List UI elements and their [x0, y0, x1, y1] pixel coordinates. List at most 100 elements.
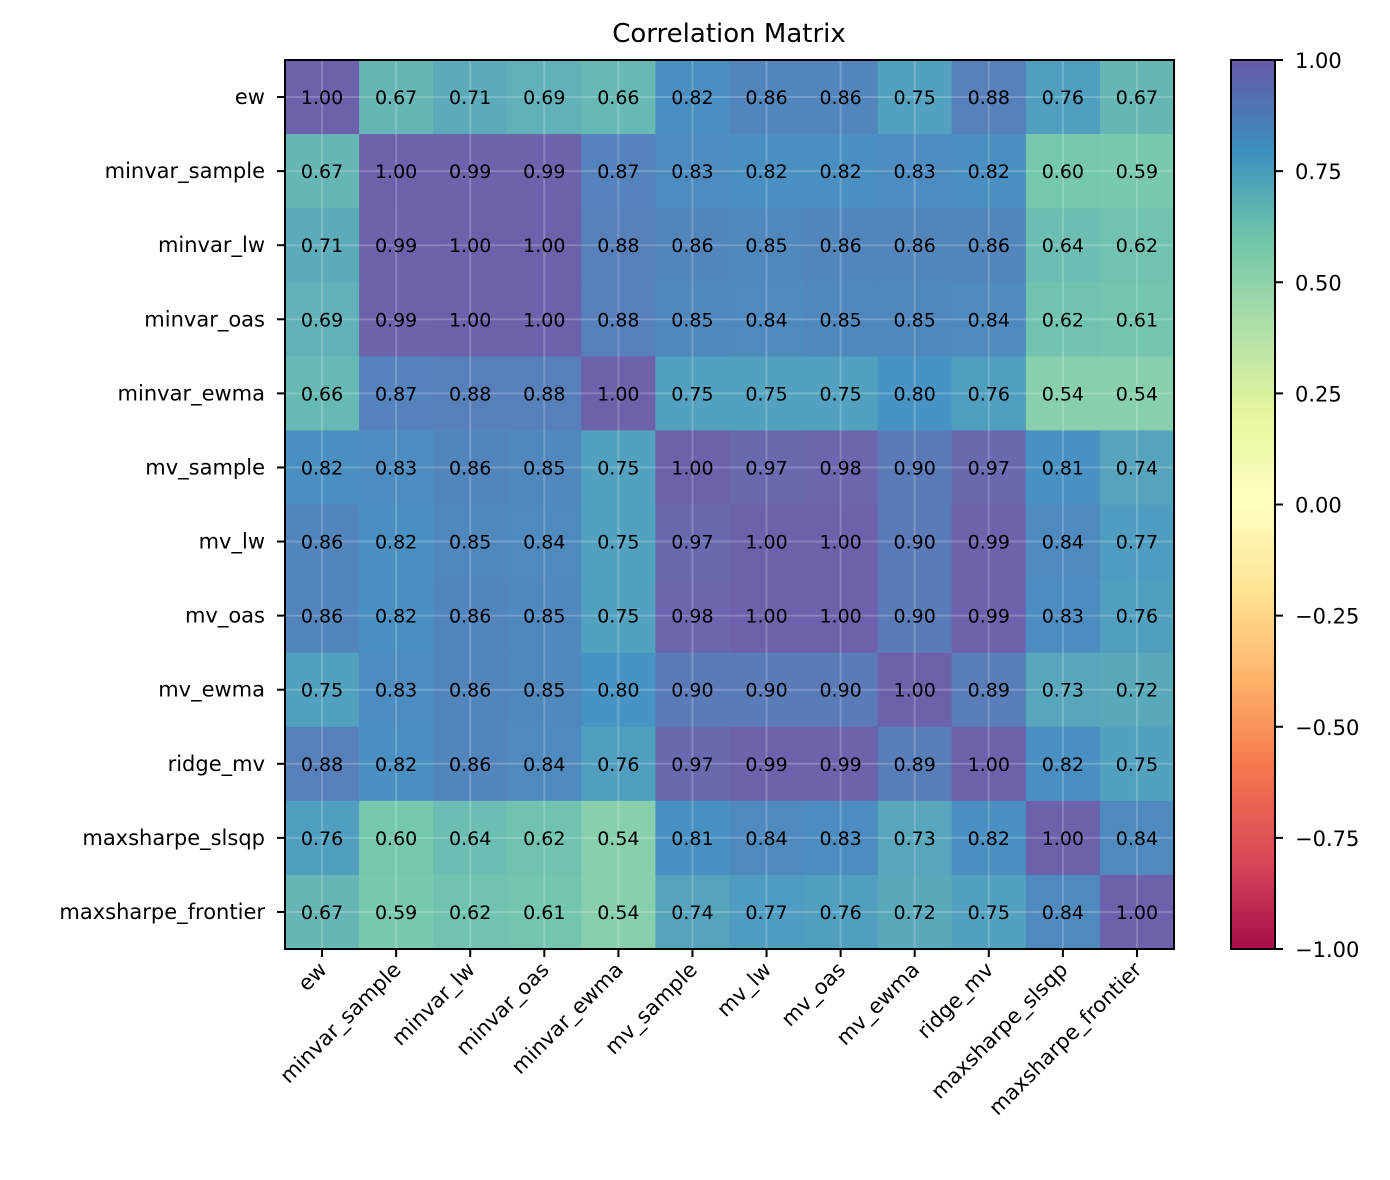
cell-value-label: 1.00	[1116, 902, 1158, 924]
cell-value-label: 1.00	[449, 235, 491, 257]
cell-value-label: 0.99	[968, 532, 1010, 554]
cell-value-label: 0.74	[1116, 457, 1158, 479]
cell-value-label: 0.83	[1042, 606, 1084, 628]
colorbar-tick-label: −1.00	[1295, 938, 1359, 962]
heatmap-cell	[877, 60, 953, 135]
heatmap-cell	[877, 282, 953, 357]
cell-value-label: 0.85	[523, 457, 565, 479]
heatmap-cell	[1099, 60, 1175, 135]
cell-value-label: 1.00	[745, 606, 787, 628]
cell-value-label: 0.84	[745, 828, 787, 850]
heatmap-cell	[581, 652, 656, 728]
heatmap-cell	[655, 652, 730, 728]
cell-value-label: 0.84	[523, 754, 565, 776]
cell-value-label: 0.69	[523, 87, 565, 109]
heatmap-cell	[285, 726, 360, 802]
heatmap-cell	[1025, 134, 1101, 209]
heatmap-cell	[581, 726, 656, 802]
heatmap-cell	[655, 578, 730, 654]
cell-value-label: 0.62	[523, 828, 565, 850]
heatmap-cell	[803, 578, 879, 654]
cell-value-label: 1.00	[523, 235, 565, 257]
cell-value-label: 1.00	[671, 457, 713, 479]
heatmap-cell	[507, 652, 582, 728]
heatmap-cell	[285, 874, 360, 950]
cell-value-label: 0.99	[819, 754, 861, 776]
cell-value-label: 0.85	[449, 532, 491, 554]
heatmap-cell	[285, 282, 360, 357]
heatmap-cell	[951, 356, 1027, 431]
cell-value-label: 0.76	[1116, 606, 1158, 628]
heatmap-cell	[581, 282, 656, 357]
cell-value-label: 0.61	[523, 902, 565, 924]
cell-value-label: 0.62	[1042, 309, 1084, 331]
heatmap-cell	[877, 652, 953, 728]
cell-value-label: 0.86	[449, 680, 491, 702]
cell-value-label: 0.54	[597, 902, 639, 924]
cell-value-label: 0.86	[819, 87, 861, 109]
x-tick-label: ew	[293, 958, 331, 996]
cell-value-label: 0.73	[894, 828, 936, 850]
cell-value-label: 0.76	[1042, 87, 1084, 109]
plot-frame	[284, 59, 1175, 950]
cell-value-label: 0.82	[375, 754, 417, 776]
cell-value-label: 0.82	[968, 161, 1010, 183]
cell-value-label: 0.90	[671, 680, 713, 702]
cell-value-label: 0.83	[375, 680, 417, 702]
cell-value-label: 0.97	[671, 754, 713, 776]
heatmap-cell	[433, 652, 508, 728]
heatmap-cell	[581, 134, 656, 209]
heatmap-cell	[655, 134, 730, 209]
heatmap-cell	[507, 282, 582, 357]
cell-value-label: 0.99	[449, 161, 491, 183]
heatmap-cell	[803, 134, 879, 209]
heatmap-cell	[507, 60, 582, 135]
cell-value-label: 0.83	[819, 828, 861, 850]
heatmap-cells	[285, 60, 1175, 950]
heatmap-cell	[359, 430, 434, 505]
cell-value-label: 0.99	[523, 161, 565, 183]
y-tick-label: mv_ewma	[158, 678, 265, 703]
cell-value-label: 0.90	[894, 457, 936, 479]
cell-value-label: 0.97	[968, 457, 1010, 479]
cell-value-label: 1.00	[819, 532, 861, 554]
heatmap-cell	[433, 430, 508, 505]
colorbar-tick-label: −0.25	[1295, 605, 1359, 629]
heatmap-cell	[1025, 874, 1101, 950]
cell-value-label: 0.80	[597, 680, 639, 702]
heatmap-cell	[1099, 726, 1175, 802]
heatmap-cell	[507, 800, 582, 876]
heatmap-cell	[803, 874, 879, 950]
heatmap-cell	[1025, 356, 1101, 431]
heatmap-cell	[951, 726, 1027, 802]
heatmap-cell	[729, 134, 805, 209]
colorbar: 1.00 0.75 0.50 0.25 0.00 −0.25 −0.50 −0.75 −1.00	[1230, 49, 1359, 962]
heatmap-cell	[359, 504, 434, 580]
heatmap-cell	[507, 874, 582, 950]
cell-value-label: 0.75	[597, 606, 639, 628]
cell-value-label: 0.67	[301, 902, 343, 924]
heatmap-cell	[581, 60, 656, 135]
y-tick-label: maxsharpe_slsqp	[82, 826, 265, 851]
heatmap-cell	[729, 652, 805, 728]
heatmap-cell	[433, 578, 508, 654]
heatmap-cell	[655, 356, 730, 431]
heatmap-cell	[729, 208, 805, 283]
heatmap-cell	[655, 208, 730, 283]
cell-value-label: 0.83	[671, 161, 713, 183]
cell-value-label: 1.00	[1042, 828, 1084, 850]
cell-value-label: 1.00	[375, 161, 417, 183]
heatmap-cell	[655, 282, 730, 357]
heatmap-cell	[581, 356, 656, 431]
heatmap-cell	[803, 726, 879, 802]
heatmap-cell	[1099, 578, 1175, 654]
heatmap-cell	[729, 430, 805, 505]
heatmap-cell	[359, 134, 434, 209]
cell-value-label: 0.86	[449, 606, 491, 628]
heatmap-cell	[433, 800, 508, 876]
y-tick-label: ew	[235, 85, 265, 109]
cell-value-label: 1.00	[894, 680, 936, 702]
cell-value-label: 0.88	[449, 383, 491, 405]
cell-value-label: 0.84	[968, 309, 1010, 331]
